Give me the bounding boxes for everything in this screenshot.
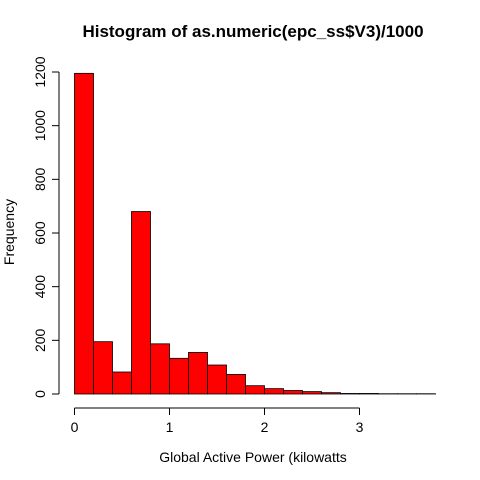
- y-tick-label: 400: [32, 275, 48, 299]
- histogram-bar: [302, 391, 322, 395]
- y-tick-label: 1000: [32, 110, 48, 141]
- y-tick-label: 800: [32, 167, 48, 191]
- histogram-bar: [150, 343, 170, 395]
- y-axis-label: Frequency: [1, 199, 17, 265]
- histogram-bar: [131, 211, 151, 395]
- histogram-bar: [207, 364, 227, 395]
- y-axis: 0 200 400 600 800 1000 1200: [32, 56, 60, 398]
- histogram-bar: [359, 393, 379, 395]
- bars-group: [74, 72, 436, 395]
- histogram-bar: [321, 392, 341, 395]
- y-tick-label: 200: [32, 328, 48, 352]
- y-tick-label: 1200: [32, 56, 48, 87]
- histogram-bar: [226, 374, 246, 395]
- x-tick-label: 3: [356, 419, 364, 435]
- x-axis-label: Global Active Power (kilowatts: [159, 449, 347, 465]
- histogram-bar: [264, 388, 284, 395]
- x-tick-label: 2: [261, 419, 269, 435]
- x-tick-label: 1: [166, 419, 174, 435]
- x-tick-label: 0: [71, 419, 79, 435]
- histogram-bar: [188, 352, 208, 395]
- histogram-bar: [74, 72, 94, 395]
- histogram-bar: [245, 385, 265, 395]
- chart-title: Histogram of as.numeric(epc_ss$V3)/1000: [82, 22, 423, 41]
- y-tick-label: 0: [32, 390, 48, 398]
- y-tick-label: 600: [32, 221, 48, 245]
- histogram-bar: [93, 341, 113, 395]
- histogram-bar: [112, 371, 132, 395]
- histogram-bar: [169, 357, 189, 395]
- x-axis: 0 1 2 3: [71, 407, 364, 435]
- histogram-bar: [283, 390, 303, 395]
- histogram-bar: [340, 393, 360, 395]
